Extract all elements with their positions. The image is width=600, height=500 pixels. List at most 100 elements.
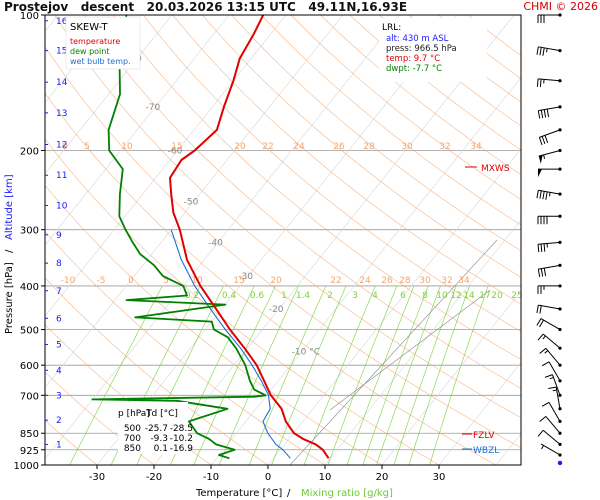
dry-adiabat [231,15,521,252]
altitude-tick-label: 14 [56,78,68,88]
wind-barb-staff [540,443,561,456]
altitude-tick-label: 7 [56,287,62,297]
plot-frame [44,14,522,466]
wind-barb-station [558,148,562,153]
altitude-tick-label: 6 [56,314,62,324]
isotherm-line [267,148,521,465]
wind-barb-full [537,333,544,341]
wind-barbs [536,13,563,466]
dry-adiabat [45,419,98,465]
altitude-tick-label: 8 [56,259,62,269]
mixing-ratio-label: 8 [422,291,428,301]
dry-adiabat-label: -10 [61,276,76,286]
levels-table-box [118,402,188,454]
dry-adiabat [142,15,521,332]
pressure-tick-label: 400 [20,282,39,293]
dry-adiabat-label: 28 [363,142,375,152]
dry-adiabat [172,15,521,305]
table-header-p: p [hPa] [118,409,150,419]
pressure-tick-label: 500 [20,326,39,337]
wind-barb-full [544,374,553,378]
legend-temperature: temperature [70,37,120,46]
wind-barb-station [558,284,562,288]
y-axis-title: Pressure [hPa] / Altitude [km] [4,174,15,334]
chart-title: Prostejov descent 20.03.2026 13:15 UTC 4… [4,0,408,14]
mixing-ratio-label: 1.4 [296,291,311,301]
altitude-tick-label: 2 [56,416,62,426]
wind-barb [537,284,562,294]
wind-barb-staff [545,416,561,434]
mixing-ratio-label: 1 [281,291,287,301]
wind-barb-staff [538,304,561,310]
lrl-pressure: press: 966.5 hPa [386,44,457,54]
table-row-p: 700 [124,434,141,444]
isotherm-line [45,15,344,388]
isotherm-line [324,219,521,465]
dry-adiabat-label: 22 [330,276,341,286]
dry-adiabat-label: 26 [333,142,345,152]
wind-barb-half [543,154,546,159]
mixing-ratio-label: 3 [352,291,358,301]
wind-barb-full [539,79,542,88]
grid-layer [45,15,521,465]
wind-barb-staff [545,347,561,366]
wind-barb [537,105,562,119]
plot-background [45,15,521,465]
wind-barb-station [558,379,562,383]
isotherm-label: -50 [184,198,199,208]
altitude-tick-label: 4 [56,366,62,376]
mixing-ratio-line [346,285,415,465]
wind-barb-staff [542,333,561,349]
wind-barb [544,374,562,397]
wind-barb-staff [538,241,561,245]
wind-barb-full [541,136,546,145]
pressure-tick-label: 200 [20,146,39,157]
isotherm-label: -10 °C [292,348,320,358]
dry-adiabat-label: 32 [439,142,450,152]
isotherm-line [45,15,116,103]
wind-barb [537,429,562,447]
lrl-dewpoint: dwpt: -7.7 °C [386,64,442,74]
dry-adiabat-label: 28 [399,276,411,286]
isotherm-line [438,362,521,465]
mixing-ratio-line [218,285,299,465]
dry-adiabat-label: 0 [62,142,68,152]
wind-barb-staff [539,129,561,138]
wind-barb-station [558,453,562,457]
wind-barb-station [558,307,562,311]
x-tick-label: -20 [146,472,162,483]
dry-adiabat-label: 24 [359,276,371,286]
wind-barb-station [558,442,562,447]
x-axis-label-mixing: Mixing ratio [g/kg] [301,488,393,499]
wind-barb-staff [538,46,561,52]
x-tick-label: -30 [89,472,105,483]
dry-adiabat [261,15,521,226]
mixing-ratio-label: 12 [450,291,461,301]
mxws-label: MXWS [481,164,510,174]
wind-barb-staff [538,189,561,195]
wind-barb [538,148,562,164]
wind-barb-full [539,416,547,422]
wind-barb-staff [552,374,561,396]
copyright-label: CHMI © 2026 [523,0,598,13]
mixing-ratio-label: 10 [436,291,448,301]
wind-barb-full [537,429,544,437]
lrl-altitude: alt: 430 m ASL [386,34,449,44]
dry-adiabat [45,277,269,465]
wind-barb-full [536,78,539,87]
wind-barb-full [546,109,550,118]
wind-barb-full [543,268,547,277]
reference-line [329,289,491,411]
dry-adiabat-label: 0 [128,276,134,286]
wind-barb-staff [548,361,561,382]
wind-barb-full [540,268,544,277]
x-tick-label: 10 [319,472,332,483]
wind-barb [537,13,562,23]
wind-barb-full [544,135,549,144]
axes-layer: -30 -20 -10 0 10 20 30100092585070060050040030… [14,11,522,483]
mixing-ratio-line [393,285,457,465]
legend-wetbulb: wet bulb temp. [70,57,131,66]
wind-barb-staff [538,264,561,270]
grid-labels: -80-70-60-50-40-30-20-10 °C0510152022242… [61,55,523,358]
wind-barb [540,443,562,457]
